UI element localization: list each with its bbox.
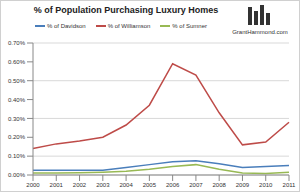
- html-text:% of Population Purchasing Lux: % of Population Purchasing Luxury Homes: [33, 5, 219, 15]
- svg-text:0.50%: 0.50%: [8, 78, 26, 84]
- svg-text:2007: 2007: [189, 182, 203, 188]
- svg-text:2011: 2011: [283, 182, 292, 188]
- svg-text:2010: 2010: [259, 182, 273, 188]
- svg-text:2006: 2006: [166, 182, 180, 188]
- svg-text:2009: 2009: [236, 182, 250, 188]
- svg-text:2001: 2001: [50, 182, 64, 188]
- svg-text:0.10%: 0.10%: [8, 153, 26, 159]
- svg-text:0.60%: 0.60%: [8, 59, 26, 65]
- svg-text:0.20%: 0.20%: [8, 134, 26, 140]
- svg-text:2000: 2000: [26, 182, 40, 188]
- svg-text:2003: 2003: [96, 182, 110, 188]
- svg-text:2008: 2008: [213, 182, 227, 188]
- html-text:% of Williamson: % of Williamson: [107, 23, 151, 29]
- svg-text:2005: 2005: [143, 182, 157, 188]
- svg-text:0.40%: 0.40%: [8, 97, 26, 103]
- svg-text:2004: 2004: [119, 182, 133, 188]
- svg-text:0.00%: 0.00%: [8, 172, 26, 178]
- html-text:% of Davidson: % of Davidson: [47, 23, 86, 29]
- svg-text:2002: 2002: [73, 182, 87, 188]
- svg-text:0.30%: 0.30%: [8, 116, 26, 122]
- svg-text:0.70%: 0.70%: [8, 40, 26, 46]
- html-text:GrantHammond.com: GrantHammond.com: [232, 29, 288, 35]
- html-text:% of Sumner: % of Sumner: [172, 23, 207, 29]
